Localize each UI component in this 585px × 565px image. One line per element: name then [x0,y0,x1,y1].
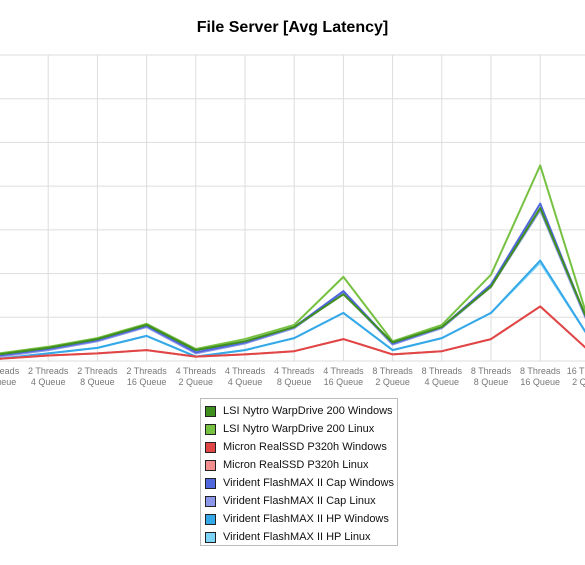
x-tick-label: 4 Threads 8 Queue [274,366,315,387]
series-line-1 [0,207,585,356]
legend-item: Micron RealSSD P320h Windows [205,438,397,456]
x-tick-label: 4 Threads 2 Queue [176,366,217,387]
legend-label: Virident FlashMAX II Cap Linux [223,495,376,507]
legend-label: Micron RealSSD P320h Windows [223,441,387,453]
legend-item: LSI Nytro WarpDrive 200 Windows [205,402,397,420]
legend-item: Virident FlashMAX II Cap Linux [205,492,397,510]
x-tick-label: 2 Threads 4 Queue [28,366,69,387]
series-line-7 [0,259,585,360]
x-tick-label: 4 Threads 16 Queue [323,366,364,387]
x-tick-label: 2 Threads 8 Queue [77,366,118,387]
legend-swatch [205,459,216,471]
series-lines [0,164,585,360]
legend-swatch [205,441,216,453]
legend-label: Virident FlashMAX II HP Linux [223,531,371,543]
legend-swatch [205,495,216,507]
legend-item: LSI Nytro WarpDrive 200 Linux [205,420,397,438]
legend-label: Virident FlashMAX II Cap Windows [223,477,394,489]
grid [0,54,585,362]
legend-item: Virident FlashMAX II HP Linux [205,528,397,546]
series-line-2 [0,164,585,355]
legend-swatch [205,531,216,543]
series-line-3 [0,305,585,360]
x-tick-label: 4 Threads 4 Queue [225,366,266,387]
legend-item: Micron RealSSD P320h Linux [205,456,397,474]
legend-label: LSI Nytro WarpDrive 200 Windows [223,405,393,417]
legend-item: Virident FlashMAX II Cap Windows [205,474,397,492]
legend-swatch [205,423,216,435]
legend-label: Virident FlashMAX II HP Windows [223,513,389,525]
legend: LSI Nytro WarpDrive 200 Windows LSI Nytro… [200,398,398,546]
legend-swatch [205,513,216,525]
x-tick-label: 8 Threads 16 Queue [520,366,561,387]
legend-item: Virident FlashMAX II HP Windows [205,510,397,528]
x-tick-label: 8 Threads 2 Queue [372,366,413,387]
chart-title: File Server [Avg Latency] [196,19,389,36]
x-tick-label: 2 Threads 16 Queue [126,366,167,387]
legend-swatch [205,477,216,489]
x-tick-label: 8 Threads 4 Queue [422,366,463,387]
legend-label: Micron RealSSD P320h Linux [223,459,369,471]
legend-label: LSI Nytro WarpDrive 200 Linux [223,423,375,435]
x-tick-label: 8 Threads 8 Queue [471,366,512,387]
series-line-5 [0,202,585,357]
legend-swatch [205,405,216,417]
